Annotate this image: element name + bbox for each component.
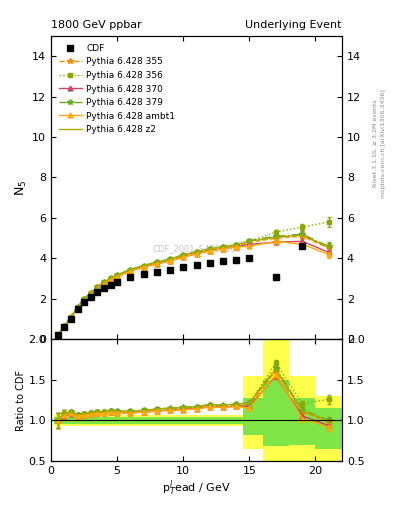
CDF [181, 264, 185, 270]
Text: CDF_2001_S4751469: CDF_2001_S4751469 [152, 244, 241, 253]
X-axis label: p$_T^l$ead / GeV: p$_T^l$ead / GeV [162, 478, 231, 498]
Text: mcplots.cern.ch [arXiv:1306.3436]: mcplots.cern.ch [arXiv:1306.3436] [381, 89, 386, 198]
CDF [274, 273, 278, 280]
CDF [128, 273, 133, 280]
CDF [95, 289, 100, 295]
CDF [208, 261, 212, 267]
Legend: CDF, Pythia 6.428 355, Pythia 6.428 356, Pythia 6.428 370, Pythia 6.428 379, Pyt: CDF, Pythia 6.428 355, Pythia 6.428 356,… [55, 40, 179, 138]
Line: CDF: CDF [55, 244, 305, 338]
CDF [234, 258, 239, 264]
CDF [220, 259, 225, 265]
CDF [115, 279, 119, 285]
CDF [55, 332, 60, 338]
CDF [194, 262, 199, 268]
CDF [62, 324, 67, 330]
Text: Rivet 3.1.10, ≥ 3.2M events: Rivet 3.1.10, ≥ 3.2M events [373, 99, 378, 187]
Y-axis label: Ratio to CDF: Ratio to CDF [16, 370, 26, 431]
Text: Underlying Event: Underlying Event [245, 20, 342, 30]
CDF [154, 268, 159, 274]
CDF [102, 285, 107, 291]
Y-axis label: N$_5$: N$_5$ [14, 180, 29, 196]
CDF [68, 316, 73, 322]
CDF [75, 306, 80, 312]
Text: 1800 GeV ppbar: 1800 GeV ppbar [51, 20, 142, 30]
CDF [141, 270, 146, 276]
CDF [300, 243, 305, 249]
CDF [108, 282, 113, 288]
CDF [168, 266, 173, 272]
CDF [82, 299, 86, 305]
CDF [88, 294, 93, 300]
CDF [247, 255, 252, 262]
